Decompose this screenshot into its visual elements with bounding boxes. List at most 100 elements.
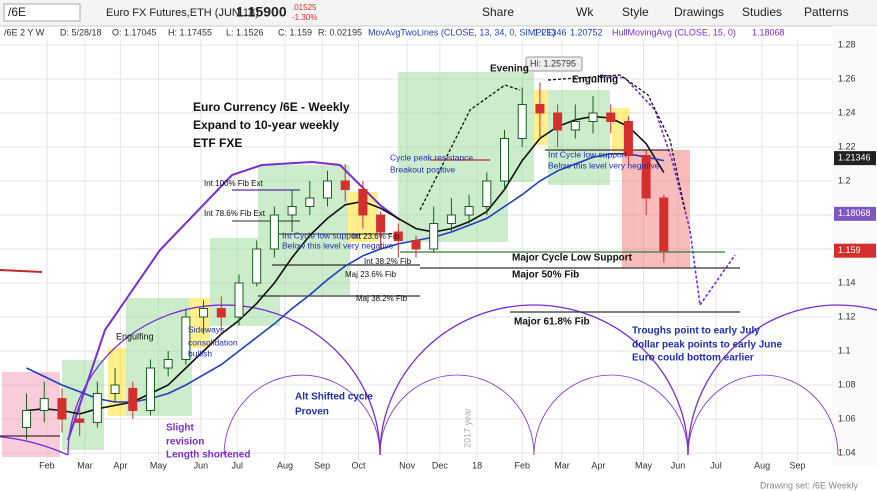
x-tick-label: May	[150, 460, 168, 470]
annotation: Breakout positive	[390, 164, 455, 174]
grid	[0, 40, 832, 461]
x-tick-label: May	[635, 460, 653, 470]
annotation: Below this level very negative	[548, 160, 660, 170]
y-tick-label: 1.04	[838, 447, 856, 457]
x-tick-label: Mar	[77, 460, 93, 470]
x-tick-label: Sep	[314, 460, 330, 470]
x-tick-label: Aug	[754, 460, 770, 470]
candle-body	[57, 398, 67, 420]
price-marker-label: 1.159	[838, 245, 861, 255]
candle-body	[234, 282, 244, 318]
annotation: Int Cycle low support	[282, 230, 362, 240]
candle-body	[570, 121, 580, 131]
x-tick-label: Feb	[514, 460, 530, 470]
candle-body	[464, 206, 474, 216]
x-tick-label: Jun	[671, 460, 686, 470]
annotation: Int 38.2% Fib	[364, 257, 412, 266]
candle-body	[588, 112, 598, 122]
candle-body	[358, 189, 368, 216]
annotation: Int Cycle low support	[548, 149, 628, 159]
price-marker	[834, 151, 876, 166]
candle-body	[252, 248, 262, 284]
tooltip-box	[525, 56, 583, 72]
button[interactable]: Patterns	[804, 5, 849, 19]
candle-body	[340, 180, 350, 190]
study-header-item: O: 1.17045	[112, 27, 157, 37]
button[interactable]: Style	[622, 5, 649, 19]
annotation: Int 78.6% Fib Ext	[204, 209, 266, 218]
y-tick-label: 1.1	[838, 345, 851, 355]
candle-body	[623, 121, 633, 156]
x-tick-label: Oct	[351, 460, 366, 470]
y-tick-label: 1.26	[838, 73, 856, 83]
annotation: bullish	[188, 348, 212, 358]
button[interactable]: Studies	[742, 5, 782, 19]
annotation: Cycle peak resistance	[390, 152, 473, 162]
candle-body	[641, 155, 651, 199]
study-header-item: D: 5/28/18	[60, 27, 102, 37]
price-marker-label: 1.18068	[838, 208, 871, 218]
candle-body	[411, 240, 421, 250]
x-tick-label: Apr	[113, 460, 127, 470]
x-tick-label: Aug	[277, 460, 293, 470]
study-header-item: 1.18068	[752, 27, 785, 37]
candle-body	[128, 387, 138, 411]
y-tick-label: 1.28	[838, 39, 856, 49]
study-header-item: /6E 2 Y W	[4, 27, 45, 37]
annotation: Alt Shifted cycle	[295, 392, 373, 403]
y-tick-label: 1.2	[838, 175, 851, 185]
candle-body	[110, 384, 120, 394]
footer: Drawing set: /6E Weekly	[760, 480, 858, 490]
change: .01525	[292, 3, 317, 12]
candle-body	[535, 104, 545, 114]
annotation: Int 100% Fib Ext	[204, 179, 263, 188]
button[interactable]: Wk	[576, 5, 594, 19]
study-header-item: HullMovingAvg (CLOSE, 15, 0)	[612, 27, 736, 37]
last-price: 1.15900	[236, 4, 287, 20]
candle-body	[22, 410, 32, 428]
x-tick-label: Sep	[789, 460, 805, 470]
annotation: Slight	[166, 423, 194, 434]
x-tick-label: Apr	[591, 460, 605, 470]
fib-lines	[0, 149, 740, 437]
candle-body	[606, 112, 616, 122]
annotation: Major 61.8% Fib	[514, 317, 590, 328]
study-header-item: C: 1.159	[278, 27, 312, 37]
y-tick-label: 1.12	[838, 311, 856, 321]
symbol[interactable]: /6E	[8, 5, 26, 19]
annotation: Below this level very negative	[282, 240, 394, 250]
study-header-item: R: 0.02195	[318, 27, 362, 37]
x-tick-label: Jun	[194, 460, 209, 470]
candle-body	[216, 308, 226, 318]
symbol-box[interactable]	[3, 3, 81, 22]
candle-body	[92, 393, 102, 423]
price-marker-label: 1.21346	[838, 152, 871, 162]
study-header-item: 1.21346	[534, 27, 567, 37]
candle-body	[376, 214, 386, 233]
candle-body	[75, 418, 85, 423]
study-header-item: H: 1.17455	[168, 27, 212, 37]
candle-body	[446, 214, 456, 224]
candle-body	[553, 112, 563, 131]
annotation: revision	[166, 437, 204, 448]
annotation: dollar peak points to early June	[632, 340, 782, 351]
candle-body	[39, 398, 49, 412]
candle-body	[145, 367, 155, 411]
annotation: Maj 23.6% Fib	[345, 270, 397, 279]
annotation: Engulfing	[116, 331, 154, 341]
y-tick-label: 1.22	[838, 141, 856, 151]
annotation: Major Cycle Low Support	[512, 253, 633, 264]
annotation: 2017 year	[462, 408, 472, 448]
price-marker	[834, 206, 876, 221]
candle-body	[199, 308, 209, 318]
button[interactable]: Drawings	[674, 5, 724, 19]
candle-body	[482, 180, 492, 207]
candle-body	[517, 104, 527, 139]
annotation: Expand to 10-year weekly	[193, 118, 339, 132]
study-header-item: L: 1.1526	[226, 27, 264, 37]
button[interactable]: Share	[482, 5, 514, 19]
y-tick-label: 1.14	[838, 277, 856, 287]
x-tick-label: 18	[472, 460, 482, 470]
